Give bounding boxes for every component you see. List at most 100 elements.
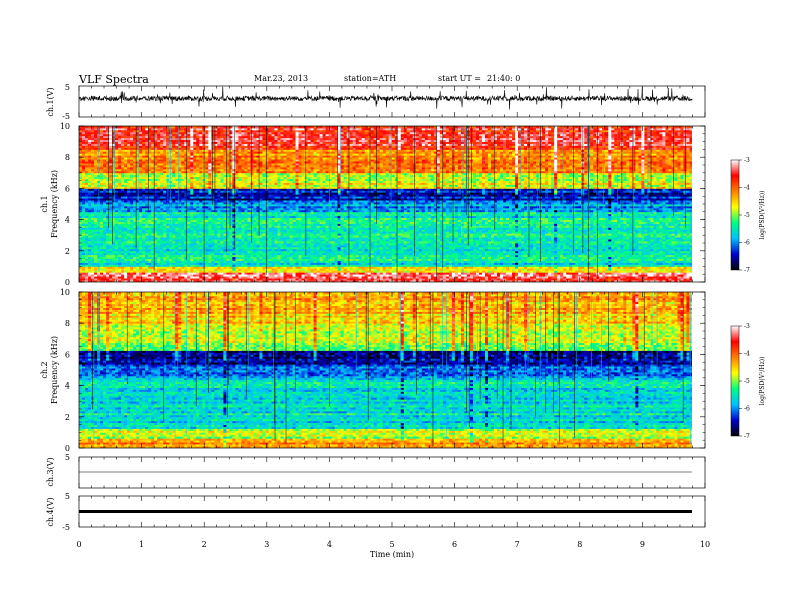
spectrogram-cell: [160, 186, 164, 189]
spectrogram-cell: [145, 184, 149, 187]
spectrogram-cell: [172, 198, 176, 201]
spectrogram-cell: [136, 239, 140, 242]
spectrogram-cell: [139, 241, 143, 244]
spectrogram-cell: [82, 221, 86, 224]
spectrogram-cell: [94, 151, 98, 154]
spectrogram-cell: [160, 184, 164, 187]
spectrogram-cell: [151, 207, 155, 211]
spectrogram-cell: [139, 137, 143, 141]
spectrogram-cell: [139, 252, 143, 256]
spectrogram-cell: [115, 256, 119, 259]
spectrogram-cell: [172, 135, 176, 139]
spectrogram-cell: [118, 258, 122, 261]
spectrogram-cell: [94, 223, 98, 226]
spectrogram-cell: [100, 190, 104, 193]
spectrogram-cell: [130, 244, 134, 248]
spectrogram-cell: [100, 202, 104, 205]
spectrogram-cell: [106, 268, 110, 271]
spectrogram-cell: [160, 141, 164, 144]
spectrogram-cell: [121, 243, 125, 246]
spectrogram-cell: [79, 219, 83, 222]
spectrogram-cell: [175, 276, 179, 279]
spectrogram-cell: [124, 219, 128, 222]
spectrogram-cell: [175, 135, 179, 139]
spectrogram-cell: [250, 126, 254, 129]
spectrogram-cell: [106, 155, 110, 158]
spectrogram-cell: [127, 190, 131, 193]
spectrogram-cell: [160, 276, 164, 279]
spectrogram-cell: [115, 180, 119, 183]
spectrogram-cell: [106, 225, 110, 228]
spectrogram-cell: [133, 243, 137, 246]
spectrogram-cell: [124, 278, 128, 281]
spectrogram-cell: [94, 217, 98, 220]
spectrogram-cell: [145, 264, 149, 267]
spectrogram-cell: [103, 239, 107, 242]
spectrogram-cell: [151, 176, 155, 180]
spectrogram-cell: [106, 266, 110, 269]
spectrogram-cell: [157, 219, 161, 222]
spectrogram-cell: [145, 176, 149, 180]
spectrogram-cell: [145, 131, 149, 135]
spectrogram-cell: [79, 184, 83, 187]
spectrogram-cell: [91, 250, 95, 254]
spectrogram-cell: [124, 246, 128, 250]
spectrogram-cell: [79, 207, 83, 211]
spectrogram-cell: [88, 141, 92, 144]
spectrogram-cell: [115, 172, 119, 176]
spectrogram-cell: [124, 215, 128, 219]
spectrogram-cell: [88, 229, 92, 232]
spectrogram-cell: [94, 246, 98, 250]
spectrogram-cell: [148, 254, 152, 258]
spectrogram-cell: [79, 243, 83, 246]
spectrogram-cell: [103, 264, 107, 267]
spectrogram-cell: [148, 170, 152, 174]
spectrogram-cell: [79, 225, 83, 228]
spectrogram-cell: [163, 264, 167, 267]
spectrogram-cell: [151, 246, 155, 250]
spectrogram-cell: [169, 215, 173, 219]
spectrogram-cell: [151, 239, 155, 242]
spectrogram-cell: [100, 168, 104, 172]
spectrogram-cell: [121, 280, 125, 282]
spectrogram-cell: [85, 244, 89, 248]
spectrogram-cell: [112, 266, 116, 269]
spectrogram-cell: [103, 209, 107, 213]
spectrogram-cell: [118, 207, 122, 211]
spectrogram-cell: [175, 254, 179, 258]
spectrogram-cell: [130, 278, 134, 281]
spectrogram-cell: [106, 200, 110, 203]
spectrogram-cell: [133, 196, 137, 199]
spectrogram-cell: [142, 180, 146, 183]
spectrogram-cell: [139, 166, 143, 170]
spectrogram-cell: [106, 165, 110, 168]
spectrogram-cell: [160, 139, 164, 142]
station-label: station=ATH: [344, 75, 396, 83]
spectrogram-cell: [157, 204, 161, 207]
spectrogram-cell: [175, 159, 179, 162]
spectrogram-cell: [121, 276, 125, 279]
spectrogram-cell: [82, 217, 86, 220]
spectrogram-cell: [133, 202, 137, 205]
spectrogram-cell: [118, 166, 122, 170]
spectrogram-cell: [91, 176, 95, 180]
spectrogram-cell: [142, 256, 146, 259]
spectrogram-cell: [145, 246, 149, 250]
spectrogram-cell: [151, 278, 155, 281]
spectrogram-cell: [145, 235, 149, 238]
spectrogram-cell: [142, 139, 146, 142]
spectrogram-cell: [145, 147, 149, 150]
spectrogram-cell: [103, 213, 107, 217]
spectrogram-cell: [79, 157, 83, 160]
spectrogram-cell: [109, 159, 113, 162]
spectrogram-cell: [163, 149, 167, 152]
spectrogram-cell: [124, 184, 128, 187]
spectrogram-cell: [154, 209, 158, 213]
spectrogram-cell: [169, 233, 173, 236]
spectrogram-cell: [103, 204, 107, 207]
spectrogram-cell: [130, 182, 134, 185]
spectrogram-cell: [157, 217, 161, 220]
spectrogram-cell: [82, 126, 86, 129]
